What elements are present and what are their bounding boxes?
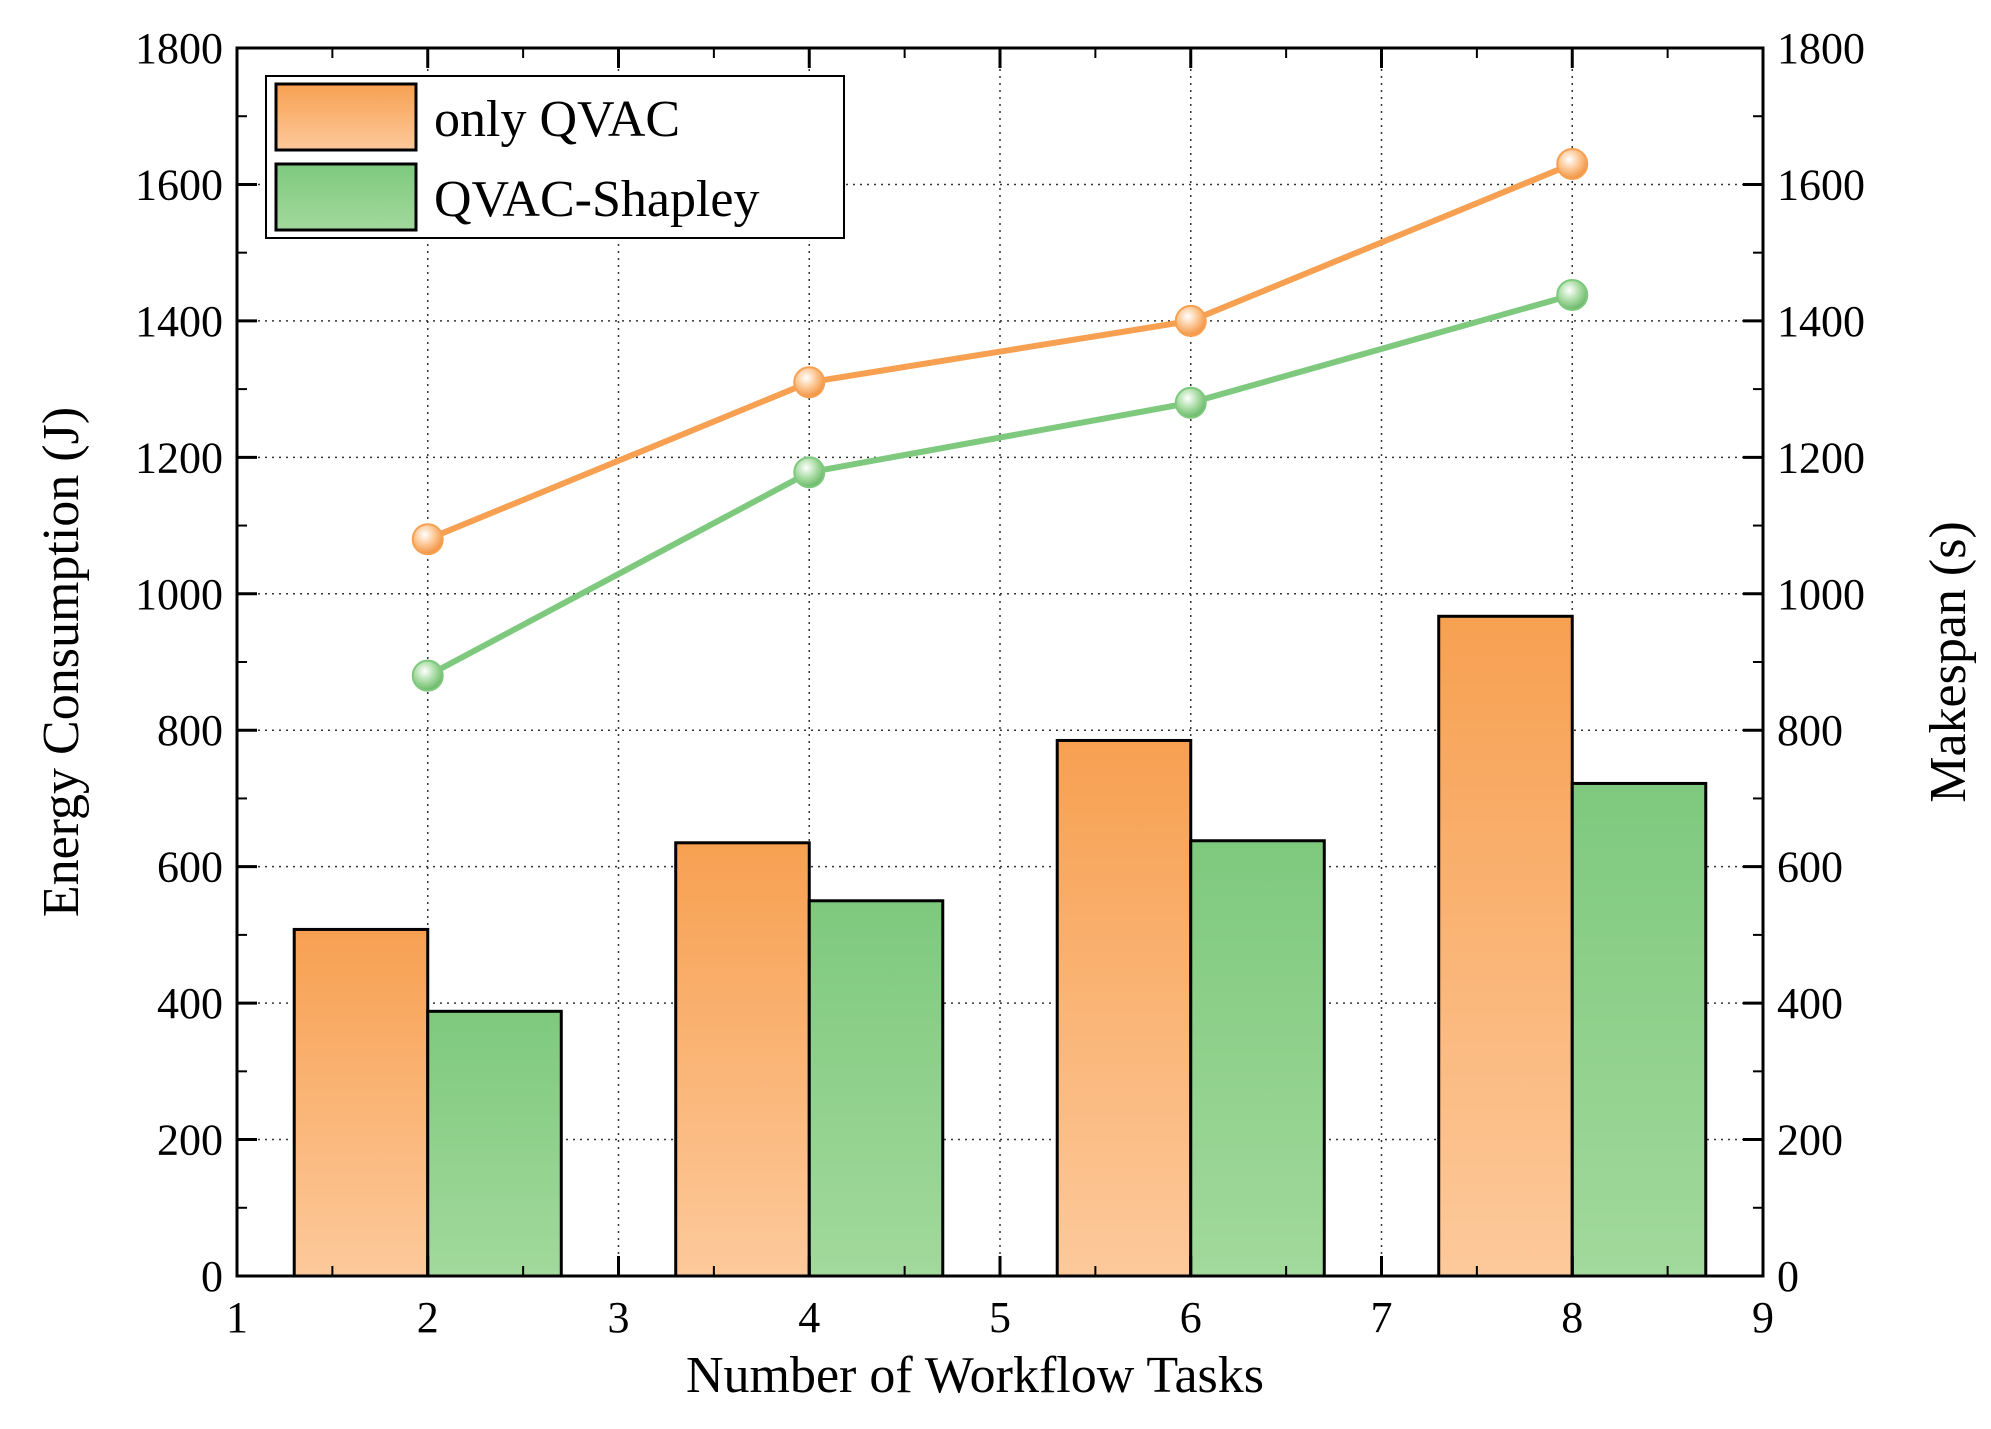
bar-qvac-shapley-4 bbox=[807, 899, 945, 1278]
marker-only-qvac-8 bbox=[1556, 147, 1589, 180]
marker-only-qvac-4 bbox=[793, 366, 826, 399]
x-tick-label-1: 1 bbox=[226, 1293, 248, 1342]
bar-only-qvac-4 bbox=[674, 841, 811, 1278]
bar-qvac-shapley-8 bbox=[1570, 781, 1708, 1278]
y-tick-label-1400: 1400 bbox=[135, 297, 223, 346]
y-tick-label-1800: 1800 bbox=[135, 24, 223, 73]
y2-tick-label-1400: 1400 bbox=[1777, 297, 1865, 346]
x-tick-label-9: 9 bbox=[1752, 1293, 1774, 1342]
marker-qvac-shapley-6 bbox=[1174, 386, 1207, 419]
bars bbox=[292, 614, 1708, 1278]
y-axis-title: Energy Consumption (J) bbox=[33, 407, 90, 917]
legend: only QVAC QVAC-Shapley bbox=[265, 75, 845, 239]
x-tick-label-7: 7 bbox=[1371, 1293, 1393, 1342]
x-tick-label-8: 8 bbox=[1561, 1293, 1583, 1342]
x-tick-label-5: 5 bbox=[989, 1293, 1011, 1342]
bar-qvac-shapley-6 bbox=[1189, 839, 1326, 1278]
x-tick-label-4: 4 bbox=[798, 1293, 820, 1342]
x-axis-title: Number of Workflow Tasks bbox=[686, 1347, 1264, 1404]
axis-ticks bbox=[235, 46, 1765, 1278]
y2-tick-label-800: 800 bbox=[1777, 706, 1843, 755]
y-tick-label-1200: 1200 bbox=[135, 433, 223, 482]
y-tick-label-400: 400 bbox=[157, 979, 223, 1028]
y2-tick-label-1200: 1200 bbox=[1777, 433, 1865, 482]
y2-tick-label-1800: 1800 bbox=[1777, 24, 1865, 73]
legend-label-qvac-shapley: QVAC-Shapley bbox=[434, 171, 759, 228]
y-tick-label-0: 0 bbox=[201, 1252, 223, 1301]
lines bbox=[426, 161, 1574, 679]
marker-qvac-shapley-2 bbox=[411, 659, 444, 692]
x-tick-label-6: 6 bbox=[1180, 1293, 1202, 1342]
bar-only-qvac-8 bbox=[1437, 614, 1574, 1278]
y-tick-label-800: 800 bbox=[157, 706, 223, 755]
marker-only-qvac-2 bbox=[411, 523, 444, 556]
marker-qvac-shapley-8 bbox=[1556, 278, 1589, 311]
y-tick-label-1600: 1600 bbox=[135, 160, 223, 209]
legend-swatch-only-qvac bbox=[274, 82, 418, 152]
marker-only-qvac-6 bbox=[1174, 304, 1207, 337]
y2-tick-label-0: 0 bbox=[1777, 1252, 1799, 1301]
y2-tick-label-400: 400 bbox=[1777, 979, 1843, 1028]
x-tick-label-2: 2 bbox=[417, 1293, 439, 1342]
legend-swatch-qvac-shapley bbox=[274, 162, 418, 232]
bar-only-qvac-6 bbox=[1055, 738, 1193, 1278]
line-qvac-shapley bbox=[426, 292, 1574, 679]
marker-qvac-shapley-4 bbox=[793, 456, 826, 489]
y-tick-label-600: 600 bbox=[157, 843, 223, 892]
markers bbox=[411, 147, 1589, 692]
y2-tick-label-1600: 1600 bbox=[1777, 160, 1865, 209]
y-tick-label-1000: 1000 bbox=[135, 570, 223, 619]
y-tick-label-200: 200 bbox=[157, 1116, 223, 1165]
bar-qvac-shapley-2 bbox=[426, 1009, 563, 1278]
bar-only-qvac-2 bbox=[292, 927, 430, 1278]
y2-tick-label-600: 600 bbox=[1777, 843, 1843, 892]
legend-label-only-qvac: only QVAC bbox=[434, 91, 680, 148]
y2-tick-label-1000: 1000 bbox=[1777, 570, 1865, 619]
y2-axis-title: Makespan (s) bbox=[1920, 521, 1977, 803]
line-only-qvac bbox=[426, 161, 1574, 542]
x-tick-label-3: 3 bbox=[608, 1293, 630, 1342]
y2-tick-label-200: 200 bbox=[1777, 1116, 1843, 1165]
